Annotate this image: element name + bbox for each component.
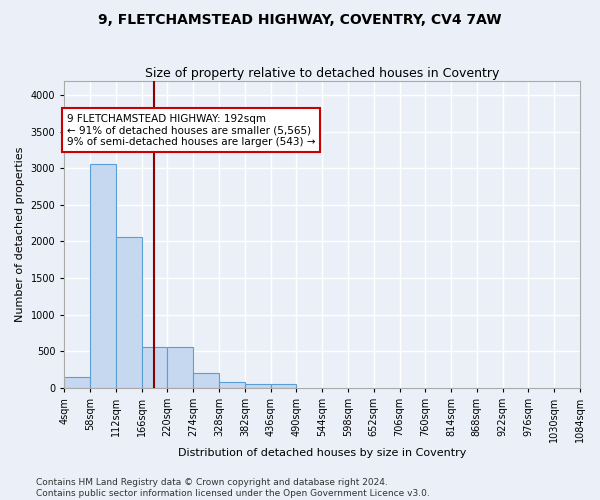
Bar [116, 237, 142, 388]
Text: 9 FLETCHAMSTEAD HIGHWAY: 192sqm
← 91% of detached houses are smaller (5,565)
9% : 9 FLETCHAMSTEAD HIGHWAY: 192sqm ← 91% of… [67, 114, 315, 147]
Y-axis label: Number of detached properties: Number of detached properties [15, 146, 25, 322]
Bar [193, 373, 219, 388]
Bar [167, 346, 193, 388]
Title: Size of property relative to detached houses in Coventry: Size of property relative to detached ho… [145, 66, 499, 80]
Text: Contains HM Land Registry data © Crown copyright and database right 2024.
Contai: Contains HM Land Registry data © Crown c… [36, 478, 430, 498]
Bar [90, 164, 116, 388]
X-axis label: Distribution of detached houses by size in Coventry: Distribution of detached houses by size … [178, 448, 466, 458]
Bar [142, 346, 167, 388]
Bar [271, 384, 296, 388]
Bar [219, 382, 245, 388]
Text: 9, FLETCHAMSTEAD HIGHWAY, COVENTRY, CV4 7AW: 9, FLETCHAMSTEAD HIGHWAY, COVENTRY, CV4 … [98, 12, 502, 26]
Bar [64, 378, 90, 388]
Bar [245, 384, 271, 388]
